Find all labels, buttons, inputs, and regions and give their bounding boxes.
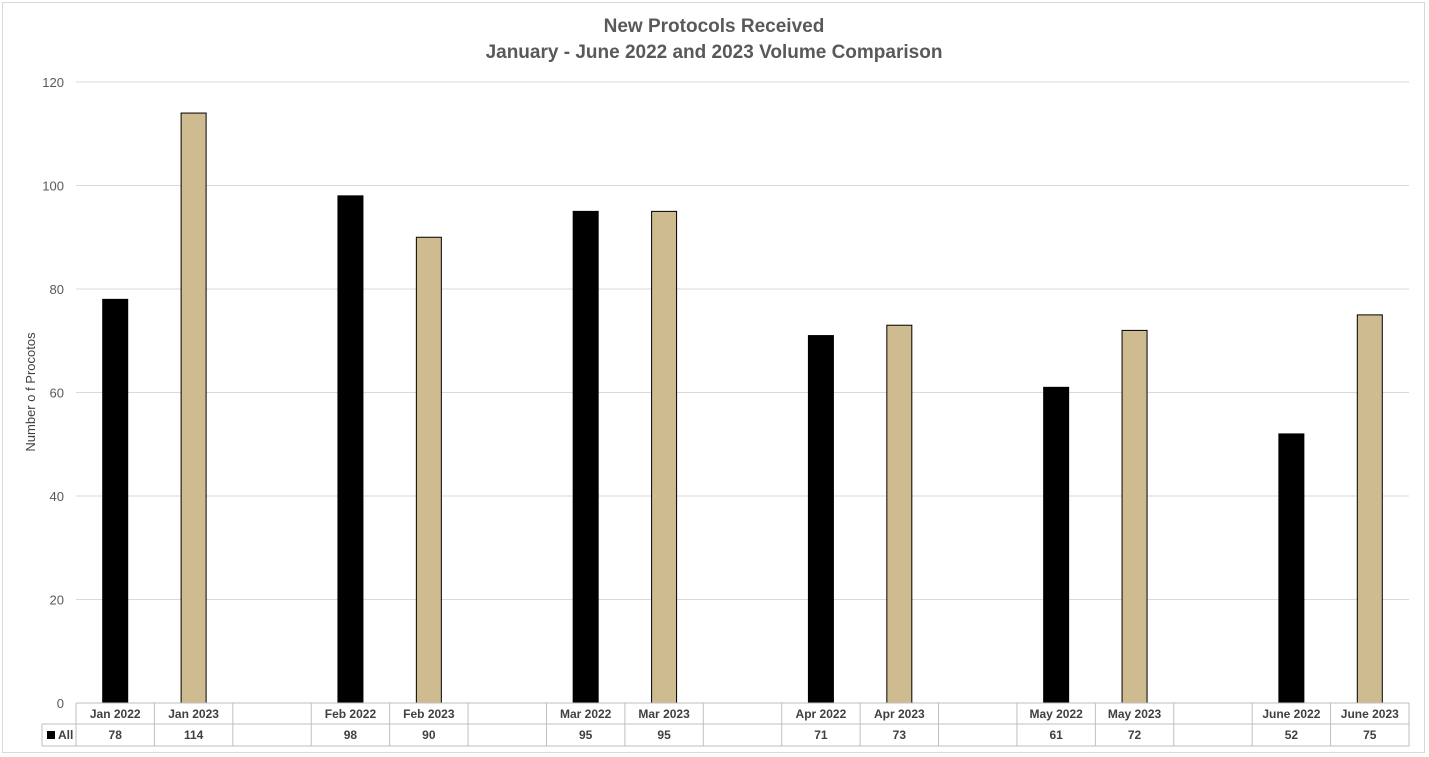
value-label: 114 — [184, 728, 204, 742]
category-label: May 2022 — [1029, 707, 1083, 721]
gridlines — [76, 81, 1409, 704]
data-table: All Jan 2022 78 Jan 2023 114 Feb 2022 98 Feb 20… — [41, 702, 1410, 747]
y-axis-label: Number o f Procotos — [23, 332, 38, 452]
y-tick-label: 0 — [57, 696, 64, 711]
category-label: Mar 2022 — [560, 707, 612, 721]
bar — [180, 112, 207, 704]
category-label: June 2023 — [1341, 707, 1399, 721]
bar — [337, 195, 364, 704]
value-label: 72 — [1128, 728, 1142, 742]
category-label: Jan 2023 — [168, 707, 219, 721]
value-label: 75 — [1363, 728, 1377, 742]
chart-title: New Protocols Received — [604, 16, 825, 37]
bar — [1356, 314, 1383, 704]
category-label: Apr 2023 — [874, 707, 925, 721]
y-tick-label: 60 — [50, 386, 64, 401]
y-axis-ticks: 0 20 40 60 80 100 120 — [42, 75, 64, 711]
bar — [1043, 386, 1070, 704]
value-label: 95 — [579, 728, 593, 742]
bar — [807, 335, 834, 704]
legend-swatch — [47, 731, 55, 739]
y-tick-label: 100 — [42, 179, 64, 194]
category-label: June 2022 — [1262, 707, 1320, 721]
value-label: 52 — [1285, 728, 1299, 742]
category-label: Apr 2022 — [796, 707, 847, 721]
bar — [1121, 329, 1148, 704]
value-label: 71 — [814, 728, 828, 742]
category-label: Feb 2023 — [403, 707, 455, 721]
category-label: Jan 2022 — [90, 707, 141, 721]
value-label: 78 — [109, 728, 123, 742]
bar — [1278, 433, 1305, 704]
value-label: 90 — [422, 728, 436, 742]
value-label: 61 — [1049, 728, 1063, 742]
bar — [651, 210, 678, 704]
bars — [102, 112, 1383, 704]
value-label: 98 — [344, 728, 358, 742]
category-label: Feb 2022 — [325, 707, 377, 721]
y-tick-label: 120 — [42, 75, 64, 90]
y-tick-label: 20 — [50, 593, 64, 608]
bar — [572, 210, 599, 704]
value-label: 73 — [893, 728, 907, 742]
bar — [886, 324, 913, 704]
value-label: 95 — [657, 728, 671, 742]
legend-label: All — [58, 728, 73, 742]
chart-subtitle: January - June 2022 and 2023 Volume Comp… — [486, 42, 943, 63]
y-tick-label: 40 — [50, 489, 64, 504]
category-label: May 2023 — [1108, 707, 1162, 721]
bar — [415, 236, 442, 704]
bar — [102, 298, 129, 704]
category-label: Mar 2023 — [638, 707, 690, 721]
y-tick-label: 80 — [50, 282, 64, 297]
